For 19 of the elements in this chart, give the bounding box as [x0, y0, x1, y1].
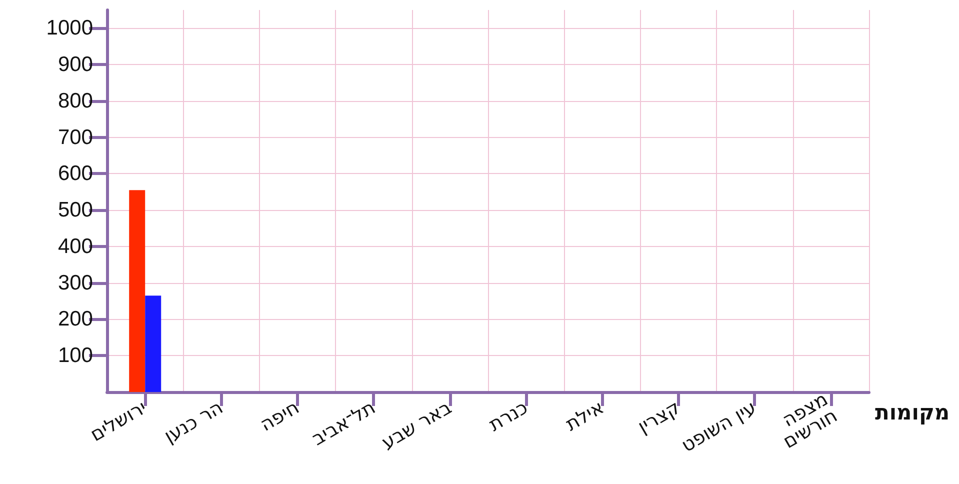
y-tick-label: 600: [58, 162, 93, 186]
y-tick-label: 500: [58, 198, 93, 222]
x-tick-label: כנרת: [485, 396, 532, 436]
x-tick-label: חיפה: [256, 396, 303, 436]
y-tick-label: 100: [58, 344, 93, 368]
y-tick-label: 800: [58, 89, 93, 112]
y-tick-label: 200: [58, 308, 93, 331]
x-tick-label: ירושלים: [86, 396, 151, 446]
y-tick-label: 1000: [46, 16, 93, 40]
x-tick-label: הר כנען: [160, 396, 227, 448]
x-tick-label: תל־אביב: [308, 396, 380, 450]
x-tick-label: באר שבע: [378, 396, 456, 454]
x-tick-label: מצפה חורשים: [778, 388, 842, 454]
x-axis-title: מקומות: [875, 400, 950, 426]
y-tick-label: 400: [58, 234, 93, 258]
y-tick-label: 900: [58, 53, 93, 76]
x-tick-label: אילת: [562, 396, 608, 436]
y-tick-label: 300: [58, 271, 93, 294]
y-tick-label: 700: [58, 126, 93, 149]
